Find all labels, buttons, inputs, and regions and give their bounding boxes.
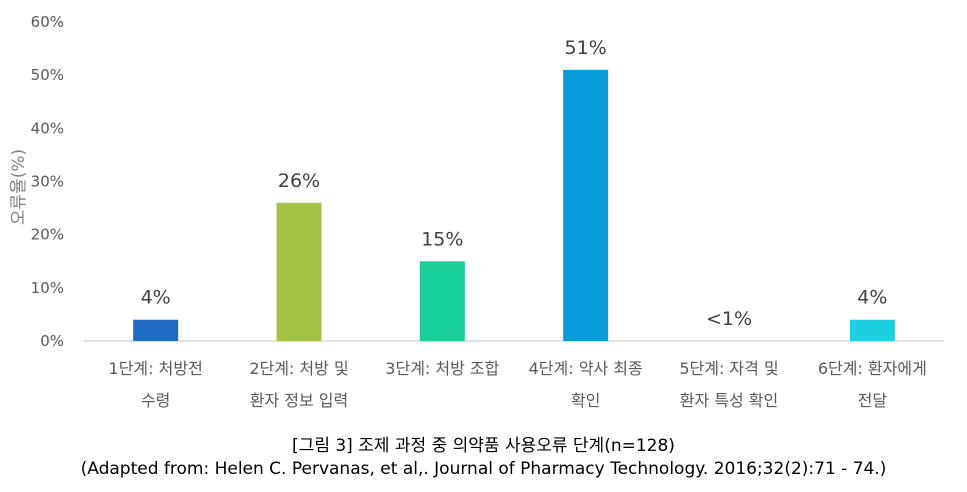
category-label: 확인 xyxy=(571,391,600,410)
data-label: 4% xyxy=(141,287,171,309)
bar-chart: 오류율(%) 0% 10% 20% 30% 40% 50% 60% 4% 26% 15% 51% <… xyxy=(9,13,944,410)
data-label: 26% xyxy=(278,170,320,192)
bar xyxy=(276,202,322,341)
data-labels: 4% 26% 15% 51% <1% 4% xyxy=(141,37,888,330)
category-label: 6단계: 환자에게 xyxy=(818,359,927,378)
category-label: 1단계: 처방전 xyxy=(109,359,203,378)
y-tick-label: 0% xyxy=(40,332,64,350)
category-label: 환자 정보 입력 xyxy=(250,391,349,410)
y-tick-label: 20% xyxy=(31,226,64,244)
y-tick-label: 40% xyxy=(31,119,64,137)
category-label: 5단계: 자격 및 xyxy=(679,359,778,378)
bar xyxy=(563,69,609,341)
category-label: 4단계: 약사 최종 xyxy=(529,359,643,378)
y-tick-label: 50% xyxy=(31,66,64,84)
bar xyxy=(133,319,179,341)
y-tick-label: 10% xyxy=(31,279,64,297)
y-axis-ticks: 0% 10% 20% 30% 40% 50% 60% xyxy=(31,13,64,350)
category-label: 2단계: 처방 및 xyxy=(249,359,348,378)
category-label: 수령 xyxy=(141,391,170,410)
y-tick-label: 30% xyxy=(31,173,64,191)
figure-source: (Adapted from: Helen C. Pervanas, et al,… xyxy=(80,459,887,479)
data-label: 15% xyxy=(421,228,463,250)
bars xyxy=(133,69,895,341)
category-label: 전달 xyxy=(858,391,888,410)
data-label: <1% xyxy=(706,308,752,330)
bar xyxy=(849,319,895,341)
data-label: 4% xyxy=(857,287,887,309)
category-label: 환자 특성 확인 xyxy=(680,391,779,410)
bar xyxy=(419,261,465,341)
data-label: 51% xyxy=(565,37,607,59)
y-axis-label: 오류율(%) xyxy=(9,149,29,225)
y-tick-label: 60% xyxy=(31,13,64,31)
figure-caption: [그림 3] 조제 과정 중 의약품 사용오류 단계(n=128) xyxy=(292,436,675,456)
category-label: 3단계: 처방 조합 xyxy=(385,359,499,378)
